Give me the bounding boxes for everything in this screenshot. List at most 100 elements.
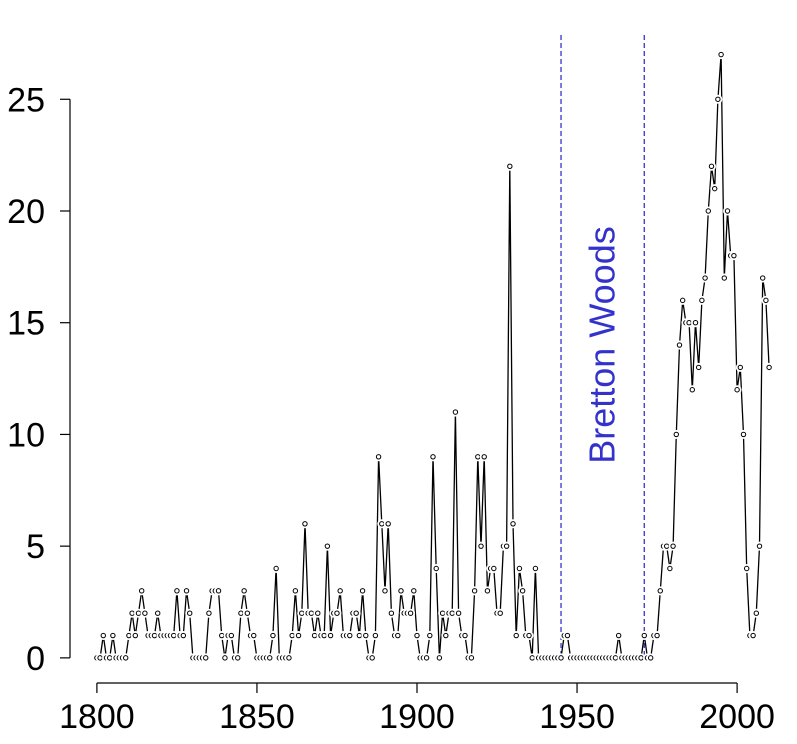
data-point [737,364,744,371]
data-point [228,632,235,639]
data-point [711,185,718,192]
data-point [238,610,244,616]
data-point [663,543,670,549]
y-tick-label: 0 [26,640,45,678]
data-point [251,632,257,639]
data-point [503,543,510,549]
data-point [382,588,388,594]
data-point [763,297,769,304]
data-point [215,588,222,594]
data-point [347,632,353,639]
data-point [395,632,401,639]
data-point [468,655,475,661]
data-point [443,632,449,639]
data-point [187,610,193,616]
data-point [206,610,212,616]
y-tick-label: 20 [7,193,45,231]
data-point [529,655,535,661]
data-point [270,632,276,639]
data-point [372,632,379,639]
data-point [484,588,491,594]
data-point [638,655,644,661]
data-point [235,655,241,661]
data-point [359,588,366,594]
data-point [532,565,539,572]
data-point [295,632,302,639]
data-point [311,632,318,639]
data-point [244,610,251,616]
data-point [439,610,446,616]
data-point [564,632,571,639]
data-point [481,454,487,460]
data-point [507,163,513,170]
y-tick-label: 25 [7,81,45,119]
data-point [286,655,292,661]
data-point [558,655,564,661]
data-point [519,588,526,594]
data-point [183,588,190,594]
data-point [414,632,420,639]
data-point [715,96,721,102]
x-tick-label: 2000 [699,698,775,736]
data-point [299,610,305,616]
data-point [766,364,772,371]
data-point [695,364,702,371]
data-point [673,431,679,438]
data-point [724,208,731,214]
data-point [122,655,129,661]
data-point [315,610,321,616]
data-point [398,588,404,594]
data-point [475,454,481,460]
data-point [132,632,139,639]
data-point [744,565,750,572]
data-point [676,342,683,348]
data-point [97,655,103,661]
data-point [731,252,737,259]
data-point [155,610,161,616]
data-point [721,275,727,281]
data-point [388,610,395,616]
data-point [385,521,391,527]
y-tick-label: 5 [26,528,45,566]
data-point [337,588,343,594]
data-point [679,297,686,304]
data-point [292,588,299,594]
data-point [686,320,692,326]
data-point [455,610,462,616]
data-point [708,163,715,170]
data-point [526,632,532,639]
data-point [411,588,417,594]
data-point [516,565,523,572]
data-point [353,610,359,616]
data-point [718,51,724,58]
data-point [452,409,459,415]
data-point [462,632,468,639]
x-tick-label: 1800 [59,698,135,736]
data-point [513,632,519,639]
data-point [705,208,711,214]
data-point [308,610,315,616]
data-point [750,632,756,639]
data-point [302,521,308,527]
data-point [449,610,455,616]
data-point [491,565,497,572]
data-point [180,632,187,639]
data-point [436,655,443,661]
data-point [407,610,414,616]
data-point [126,632,132,639]
data-point [106,655,113,661]
data-point [171,632,177,639]
data-point [334,610,340,616]
data-point [324,543,331,549]
annotation: Bretton Woods [582,226,623,463]
data-point [753,610,760,616]
data-point [615,632,622,639]
data-point [756,543,763,549]
data-point [142,610,148,616]
data-point [670,543,676,549]
data-point [363,632,369,639]
x-tick-label: 1850 [219,698,295,736]
data-point [219,632,225,639]
data-point [222,655,228,661]
data-point [427,632,433,639]
